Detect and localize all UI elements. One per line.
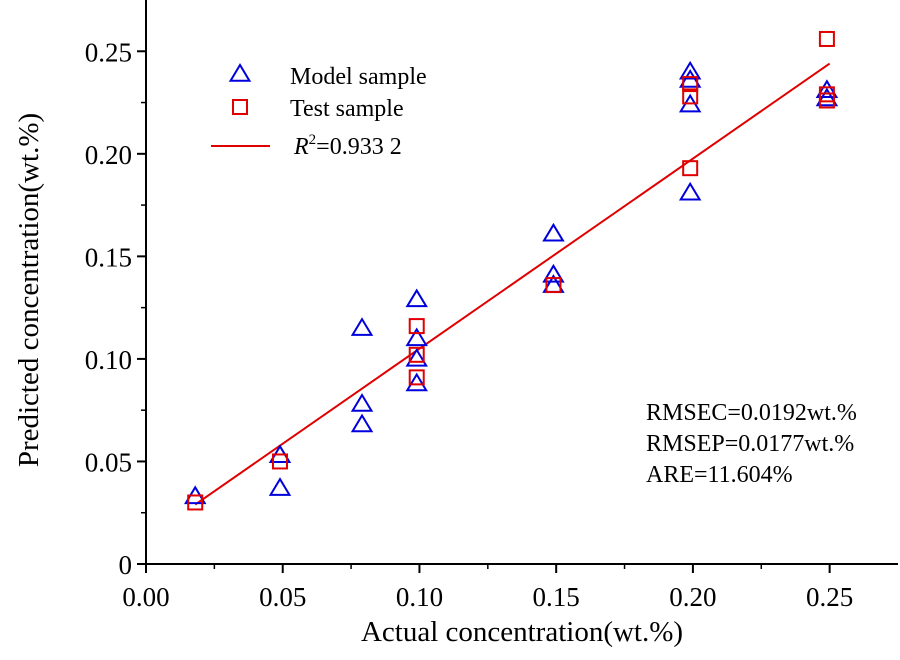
- y-tick-label: 0.20: [85, 140, 132, 170]
- legend-fit-label: R2=0.933 2: [293, 132, 402, 160]
- model-sample-point: [678, 60, 702, 80]
- fit-line: [194, 62, 831, 506]
- x-tick-label: 0.05: [259, 582, 306, 612]
- statistics-annotations: RMSEC=0.0192wt.% RMSEP=0.0177wt.% ARE=11…: [646, 400, 857, 488]
- annotation-rmsec: RMSEC=0.0192wt.%: [646, 400, 857, 426]
- model-sample-point: [815, 87, 839, 107]
- x-axis-label: Actual concentration(wt.%): [361, 616, 683, 648]
- test-sample-point: [271, 453, 288, 470]
- model-sample-point: [815, 79, 839, 98]
- test-sample-point: [818, 92, 835, 109]
- legend-fit-r: R: [293, 134, 309, 160]
- test-sample-point: [408, 318, 425, 335]
- legend-test-label: Test sample: [290, 96, 404, 122]
- x-ticks: 0.00 0.05 0.10 0.15 0.20 0.25: [122, 564, 853, 612]
- legend-model-triangle-icon: [228, 63, 252, 82]
- test-sample-point: [682, 88, 699, 105]
- legend-test-square-icon: [232, 99, 248, 115]
- model-sample-point: [405, 347, 428, 367]
- model-sample-point: [350, 413, 374, 433]
- model-sample-point: [678, 69, 702, 88]
- model-sample-point: [405, 327, 428, 347]
- model-sample-point: [405, 288, 428, 308]
- y-tick-label: 0.05: [85, 447, 132, 477]
- x-tick-label: 0.20: [669, 582, 716, 612]
- y-axis-label: Predicted concentration(wt.%): [13, 113, 45, 467]
- axes: [145, 0, 898, 565]
- annotation-rmsep: RMSEP=0.0177wt.%: [646, 431, 854, 457]
- test-sample-point: [408, 346, 425, 363]
- legend-fit-value: =0.933 2: [316, 134, 402, 160]
- model-sample-point: [542, 222, 565, 242]
- y-tick-label: 0.25: [85, 37, 132, 67]
- x-tick-label: 0.25: [806, 582, 853, 612]
- x-tick-label: 0.15: [533, 582, 580, 612]
- model-sample-point: [268, 477, 292, 496]
- test-sample-point: [187, 494, 204, 511]
- legend-model-label: Model sample: [290, 64, 427, 90]
- model-sample-point: [678, 181, 702, 201]
- legend-fit-superscript: 2: [309, 132, 317, 148]
- test-sample-points: [187, 30, 835, 511]
- test-sample-point: [818, 30, 835, 47]
- test-sample-point: [682, 160, 699, 177]
- y-tick-label: 0: [119, 550, 133, 580]
- annotation-are: ARE=11.604%: [646, 462, 793, 488]
- legend: Model sample Test sample R2=0.933 2: [211, 63, 427, 160]
- y-ticks: 0 0.05 0.10 0.15 0.20 0.25: [85, 37, 146, 580]
- test-sample-point: [682, 76, 699, 93]
- y-tick-label: 0.15: [85, 242, 132, 272]
- model-sample-point: [542, 263, 565, 283]
- x-tick-label: 0.00: [122, 582, 169, 612]
- fit-line-layer: [194, 62, 831, 506]
- x-tick-label: 0.10: [396, 582, 443, 612]
- y-tick-label: 0.10: [85, 345, 132, 375]
- model-sample-point: [405, 372, 428, 392]
- test-sample-point: [545, 277, 562, 294]
- model-sample-point: [350, 317, 374, 336]
- model-sample-point: [350, 393, 374, 412]
- test-sample-point: [408, 369, 425, 386]
